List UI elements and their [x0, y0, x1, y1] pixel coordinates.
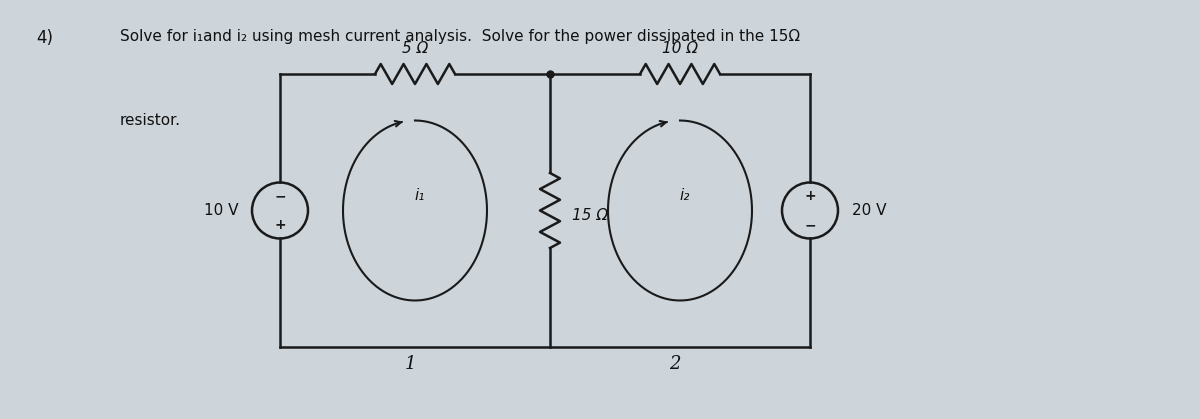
Text: 15 Ω: 15 Ω: [572, 208, 608, 223]
Text: 10 Ω: 10 Ω: [662, 41, 698, 56]
Text: +: +: [804, 189, 816, 203]
Text: 4): 4): [36, 29, 53, 47]
Text: 2: 2: [670, 355, 680, 373]
Text: Solve for i₁and i₂ using mesh current analysis.  Solve for the power dissipated : Solve for i₁and i₂ using mesh current an…: [120, 29, 800, 44]
Text: −: −: [804, 218, 816, 232]
Text: i₁: i₁: [415, 188, 425, 203]
Text: −: −: [274, 189, 286, 203]
Text: 5 Ω: 5 Ω: [402, 41, 428, 56]
Text: i₂: i₂: [680, 188, 690, 203]
Text: 1: 1: [404, 355, 415, 373]
Text: 10 V: 10 V: [204, 203, 238, 218]
Text: +: +: [274, 218, 286, 232]
Text: resistor.: resistor.: [120, 113, 181, 128]
Text: 20 V: 20 V: [852, 203, 887, 218]
